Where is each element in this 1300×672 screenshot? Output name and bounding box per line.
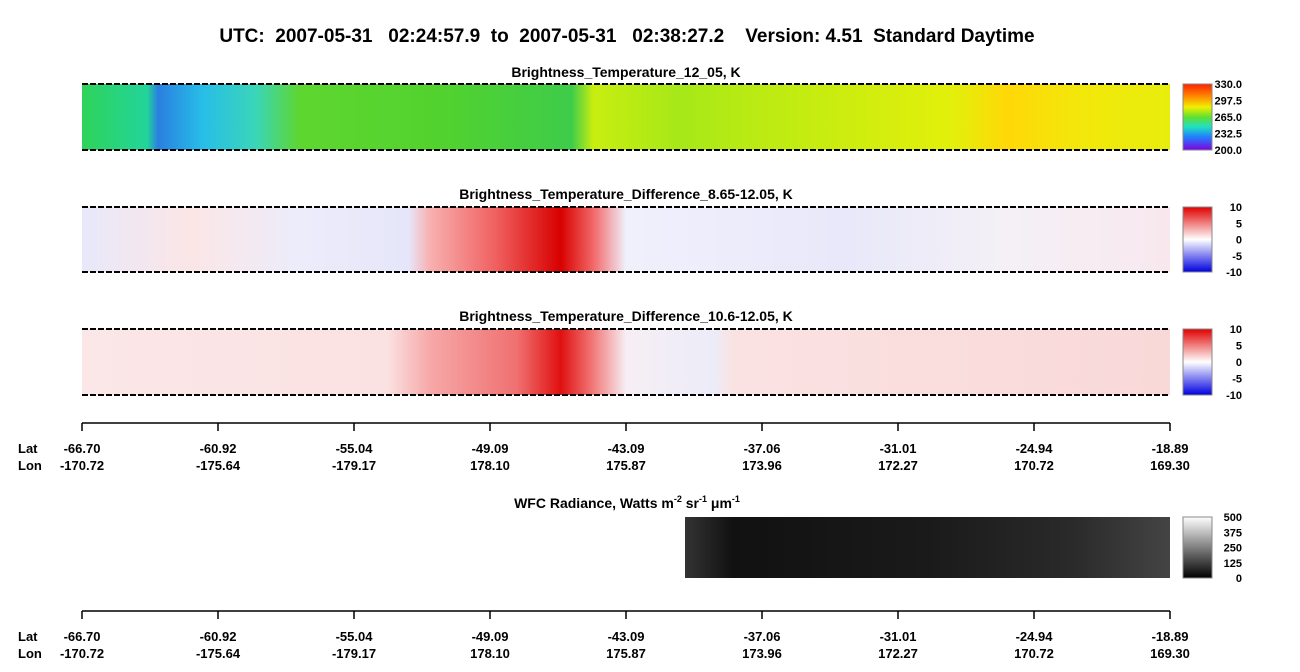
lon-tick-label: 170.72	[1014, 646, 1054, 661]
lon-label: Lon	[18, 458, 42, 473]
colorbar	[1182, 328, 1213, 396]
lat-tick-label: -60.92	[200, 441, 237, 456]
btd1-image	[82, 207, 1170, 272]
lon-tick-label: -175.64	[196, 646, 241, 661]
colorbar-label: 5	[1236, 218, 1242, 230]
colorbar-label: 10	[1230, 324, 1242, 336]
lon-tick-label: 172.27	[878, 458, 918, 473]
lon-tick-label: 178.10	[470, 646, 510, 661]
colorbar-label: 297.5	[1214, 96, 1242, 108]
lon-tick-label: 175.87	[606, 458, 646, 473]
colorbar-label: 0	[1236, 573, 1242, 585]
colorbar-label: 265.0	[1214, 112, 1242, 124]
colorbar-label: 200.0	[1214, 145, 1242, 157]
lon-tick-label: 178.10	[470, 458, 510, 473]
colorbar-label: 0	[1236, 357, 1242, 369]
lat-tick-label: -43.09	[608, 441, 645, 456]
lon-tick-label: 175.87	[606, 646, 646, 661]
lon-tick-label: -170.72	[60, 458, 104, 473]
panel-title: Brightness_Temperature_Difference_10.6-1…	[459, 308, 793, 324]
colorbar-label: 10	[1230, 202, 1242, 214]
colorbar-label: 500	[1224, 512, 1242, 524]
lat-tick-label: -31.01	[880, 441, 917, 456]
wfc-title: WFC Radiance, Watts m-2 sr-1 μm-1	[514, 494, 740, 511]
btd2-image	[82, 329, 1170, 395]
lon-tick-label: -175.64	[196, 458, 241, 473]
lon-tick-label: -179.17	[332, 646, 376, 661]
colorbar-label: 250	[1224, 543, 1242, 555]
lon-tick-label: 170.72	[1014, 458, 1054, 473]
lat-tick-label: -55.04	[336, 441, 374, 456]
wfc-image	[685, 517, 1170, 578]
colorbar	[1182, 516, 1213, 579]
colorbar-label: -10	[1226, 267, 1242, 279]
lon-tick-label: 173.96	[742, 458, 782, 473]
lat-tick-label: -66.70	[64, 629, 101, 644]
lon-tick-label: 169.30	[1150, 458, 1190, 473]
colorbar-label: 330.0	[1214, 79, 1242, 91]
colorbar-label: 125	[1224, 558, 1242, 570]
lat-tick-label: -55.04	[336, 629, 374, 644]
lat-label: Lat	[18, 629, 38, 644]
lon-tick-label: 172.27	[878, 646, 918, 661]
colorbar	[1182, 83, 1213, 151]
lat-label: Lat	[18, 441, 38, 456]
lat-tick-label: -49.09	[472, 629, 509, 644]
colorbar-label: -5	[1232, 251, 1242, 263]
page-title: UTC: 2007-05-31 02:24:57.9 to 2007-05-31…	[219, 26, 1034, 47]
panel-title: Brightness_Temperature_Difference_8.65-1…	[459, 186, 793, 202]
lat-tick-label: -37.06	[744, 629, 781, 644]
colorbar	[1182, 206, 1213, 273]
colorbar-label: -5	[1232, 374, 1242, 386]
lon-tick-label: 173.96	[742, 646, 782, 661]
bt-image	[82, 84, 1170, 150]
lat-tick-label: -37.06	[744, 441, 781, 456]
lat-tick-label: -49.09	[472, 441, 509, 456]
lon-tick-label: -170.72	[60, 646, 104, 661]
panel-images	[82, 83, 1213, 612]
lat-tick-label: -66.70	[64, 441, 101, 456]
colorbar-label: -10	[1226, 390, 1242, 402]
lat-tick-label: -24.94	[1016, 629, 1054, 644]
lat-tick-label: -24.94	[1016, 441, 1054, 456]
lat-tick-label: -18.89	[1152, 441, 1189, 456]
colorbar-label: 0	[1236, 235, 1242, 247]
panel-title: Brightness_Temperature_12_05, K	[511, 64, 740, 80]
lat-tick-label: -18.89	[1152, 629, 1189, 644]
colorbar-label: 375	[1224, 527, 1242, 539]
lon-tick-label: -179.17	[332, 458, 376, 473]
colorbar-label: 5	[1236, 341, 1242, 353]
lat-tick-label: -31.01	[880, 629, 917, 644]
lat-tick-label: -43.09	[608, 629, 645, 644]
lon-tick-label: 169.30	[1150, 646, 1190, 661]
colorbar-label: 232.5	[1214, 129, 1242, 141]
lat-tick-label: -60.92	[200, 629, 237, 644]
lon-label: Lon	[18, 646, 42, 661]
